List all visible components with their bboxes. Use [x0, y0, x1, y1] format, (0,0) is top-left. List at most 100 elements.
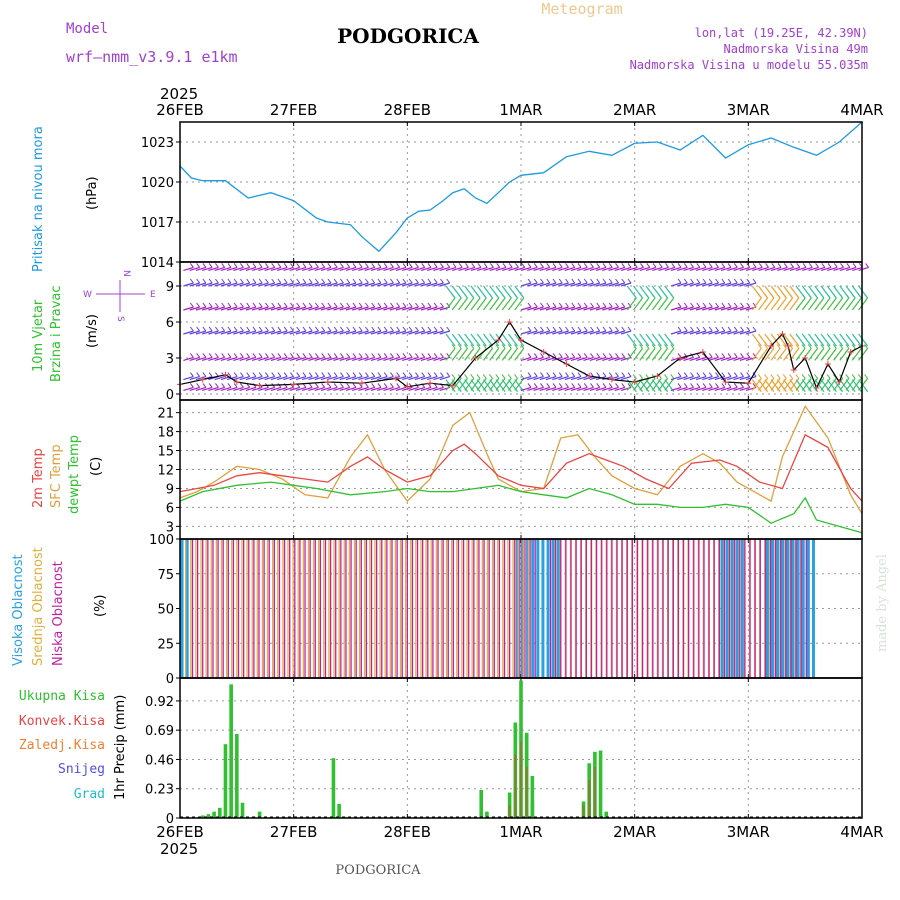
wind-barb: [402, 356, 413, 361]
wind-barb-flag: [590, 263, 594, 268]
wind-barb-flag: [371, 278, 376, 284]
wind-barb-flag: [514, 293, 518, 299]
wind-barb: [352, 386, 363, 391]
wind-barb: [214, 386, 225, 391]
wind-barb-flag: [365, 383, 369, 388]
wind-barb: [333, 386, 344, 391]
wind-barb: [414, 306, 425, 311]
wind-barb-flag: [702, 302, 707, 308]
wind-barb-flag: [702, 278, 707, 284]
wind-barb: [433, 306, 444, 311]
wind-barb: [389, 266, 400, 271]
wind-barb: [608, 330, 619, 335]
wind-barb-flag: [801, 344, 806, 349]
wind-barb: [620, 266, 632, 271]
wind-barb: [289, 282, 300, 287]
wind-barb: [683, 266, 694, 271]
wind-barb-flag: [533, 353, 538, 358]
wind-barb: [745, 330, 757, 335]
wind-barb: [220, 330, 232, 335]
wind-barb: [695, 266, 707, 271]
wind-barb: [826, 348, 837, 361]
wind-barb: [570, 266, 582, 271]
wind-barb: [183, 282, 194, 287]
wind-barb: [345, 306, 357, 311]
wind-barb: [670, 330, 682, 335]
wind-barb: [564, 306, 575, 311]
compass-w: W: [83, 290, 92, 300]
wind-barb-flag: [302, 278, 307, 284]
wind-barb: [433, 376, 444, 381]
wind-barb-flag: [402, 263, 407, 268]
wind-barb-flag: [321, 372, 326, 377]
wind-barb: [670, 386, 682, 391]
wind-barb-flag: [671, 263, 676, 268]
wind-barb: [745, 282, 757, 287]
wind-barb-flag: [546, 383, 551, 388]
wind-barb: [452, 266, 463, 271]
wind-barb: [733, 376, 744, 381]
y-tick-label: 21: [157, 407, 174, 422]
wind-barb-flag: [540, 326, 544, 332]
wind-barb-flag: [814, 344, 818, 349]
wind-barb: [858, 297, 869, 311]
wind-barb-flag: [221, 302, 226, 308]
wind-barb: [858, 378, 869, 391]
wind-barb: [770, 266, 782, 271]
wind-barb-flag: [721, 326, 726, 332]
wind-barb-flag: [233, 278, 238, 284]
wind-barb-flag: [764, 344, 768, 349]
wind-barb: [795, 297, 806, 311]
wind-barb-flag: [383, 383, 388, 388]
wind-barb: [289, 306, 300, 311]
wind-barb: [552, 282, 563, 287]
wind-barb-flag: [208, 326, 213, 332]
wind-barb-flag: [240, 353, 244, 358]
wind-barb-flag: [190, 263, 194, 268]
wind-barb-flag: [621, 372, 626, 377]
wind-barb-flag: [846, 263, 851, 268]
wind-barb: [733, 356, 744, 361]
wind-barb-flag: [508, 263, 513, 268]
wind-barb: [589, 330, 600, 335]
wind-barb-flag: [746, 326, 751, 332]
y-tick-label: 9: [166, 482, 174, 497]
wind-barb-flag: [520, 293, 525, 299]
precip-bar-total: [257, 811, 262, 818]
wind-barb: [314, 330, 325, 335]
wind-barb-flag: [240, 278, 244, 284]
wind-barb: [720, 386, 732, 391]
wind-barb: [677, 330, 688, 335]
wind-barb: [639, 266, 650, 271]
wind-barb: [720, 356, 732, 361]
wind-barb: [252, 306, 263, 311]
wind-barb: [358, 282, 369, 287]
wind-barb: [683, 330, 694, 335]
wind-barb-flag: [315, 278, 319, 284]
wind-barb: [339, 266, 350, 271]
wind-barb: [439, 282, 450, 287]
wind-barb-flag: [507, 344, 512, 349]
wind-barb-flag: [333, 353, 338, 358]
wind-barb: [714, 356, 725, 361]
wind-barb-flag: [827, 263, 832, 268]
wind-barb: [252, 282, 263, 287]
wind-barb-flag: [740, 353, 744, 358]
wind-barb: [733, 330, 744, 335]
wind-barb-flag: [202, 263, 207, 268]
wind-barb-flag: [240, 302, 244, 308]
wind-barb-flag: [421, 353, 426, 358]
wind-barb-flag: [402, 302, 407, 308]
wind-barb: [233, 282, 244, 287]
wind-barb: [508, 297, 518, 311]
wind-barb-flag: [733, 326, 738, 332]
wind-barb: [308, 356, 319, 361]
wind-barb: [639, 297, 650, 311]
wind-barb-flag: [277, 278, 282, 284]
wind-barb-flag: [546, 263, 551, 268]
wind-barb: [533, 386, 544, 391]
wind-barb: [214, 282, 225, 287]
wind-barb-flag: [782, 341, 787, 347]
wind-barb: [820, 297, 831, 311]
wind-barb: [695, 376, 707, 381]
